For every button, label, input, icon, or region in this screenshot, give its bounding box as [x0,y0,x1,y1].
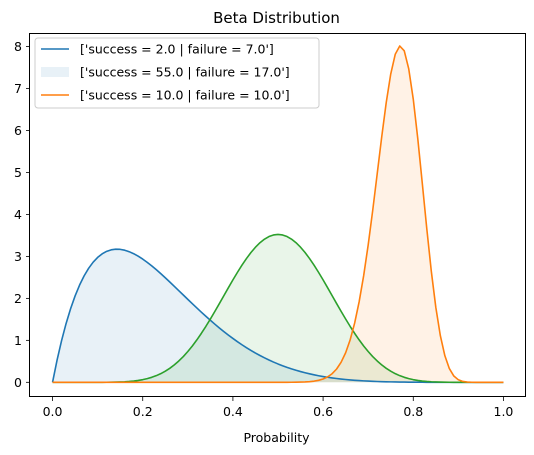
density-fills [52,45,504,383]
series-line-2 [52,45,504,384]
legend: ['success = 2.0 | failure = 7.0'] ['succ… [34,37,320,109]
series-fill-0 [52,249,504,383]
x-axis-label: Probability [243,430,310,445]
y-axis-ticks: 0 1 2 3 4 5 6 7 8 [14,39,30,390]
legend-entry-1: ['success = 2.0 | failure = 7.0'] [80,42,274,57]
x-tick-label: 0.2 [133,404,153,419]
legend-frame [34,37,320,109]
series-fill-1 [52,234,504,383]
y-tick-label: 7 [14,81,22,96]
plot-frame [29,33,526,397]
y-tick-label: 3 [14,249,22,264]
y-tick-label: 2 [14,291,22,306]
y-tick-label: 4 [14,207,22,222]
legend-entry-3: ['success = 10.0 | failure = 10.0'] [80,88,290,103]
y-tick-label: 1 [14,333,22,348]
x-tick-label: 0.0 [43,404,63,419]
y-tick-label: 0 [14,375,22,390]
legend-entry-2: ['success = 55.0 | failure = 17.0'] [80,65,290,80]
y-tick-label: 6 [14,123,22,138]
x-tick-label: 0.8 [403,404,423,419]
y-tick-label: 5 [14,165,22,180]
legend-patch-swatch [41,67,69,77]
chart-title: Beta Distribution [213,9,340,27]
x-tick-label: 0.6 [313,404,333,419]
x-axis-ticks: 0.0 0.2 0.4 0.6 0.8 1.0 [43,397,514,419]
x-tick-label: 1.0 [494,404,514,419]
density-lines [51,45,504,384]
x-tick-label: 0.4 [223,404,243,419]
y-tick-label: 8 [14,39,22,54]
series-fill-2 [52,45,504,383]
